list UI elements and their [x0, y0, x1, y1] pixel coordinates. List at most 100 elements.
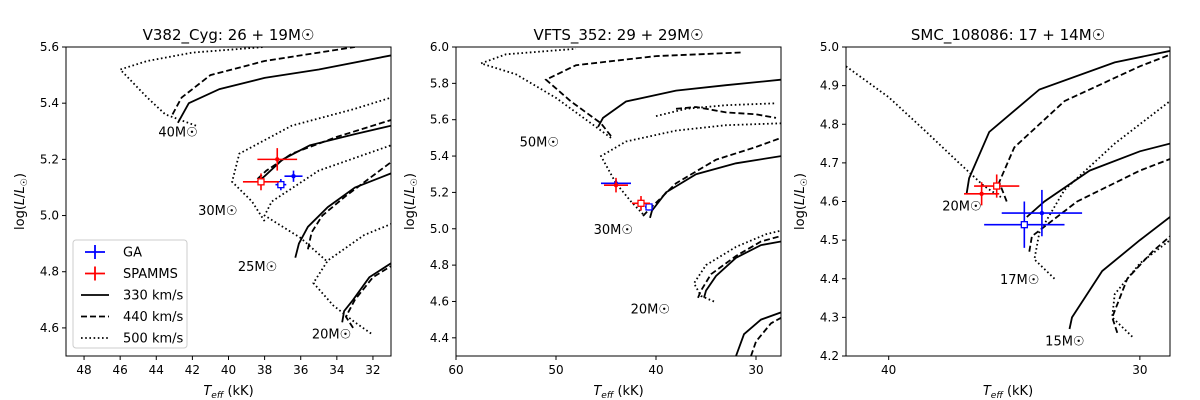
subplot-2: VFTS_352: 29 + 29M☉ 50M☉ 30M☉ 20M☉ 60 50 40 30 4…	[403, 26, 782, 400]
track-dotted-2	[478, 47, 612, 139]
data-point-spamms	[604, 177, 628, 193]
mass-label: 20M☉	[942, 199, 981, 214]
data-point-spamms	[632, 196, 650, 211]
x-tick-label: 44	[149, 363, 164, 377]
y-tick-label: 5.8	[430, 76, 449, 90]
track-dashed-12	[750, 317, 781, 356]
track-dashed-4	[1028, 158, 1170, 252]
subplot-1: V382_Cyg: 26 + 19M☉ 40M☉ 30M☉ 25M☉ 20M☉ 48 46 4…	[13, 26, 392, 400]
track-dotted-4	[655, 102, 777, 117]
track-solid-8	[703, 240, 781, 299]
x-axis-label: Teff (kK)	[593, 384, 643, 400]
y-tick-label: 5.4	[40, 96, 59, 110]
data-point-ga	[275, 179, 287, 191]
axes-frame	[845, 46, 1171, 357]
track-solid-5	[649, 155, 781, 219]
x-tick-label: 40	[221, 363, 236, 377]
tracks	[118, 47, 391, 335]
track-dotted-2	[846, 65, 1003, 199]
track-dotted-10	[692, 229, 781, 303]
track-solid-0	[965, 50, 1170, 194]
mass-label: 50M☉	[520, 136, 559, 151]
data-point-ga	[1001, 189, 1083, 237]
track-dashed-1	[544, 51, 742, 137]
subplot-title: VFTS_352: 29 + 29M☉	[534, 26, 704, 45]
track-dotted-5	[231, 96, 391, 222]
y-axis-label: log(L/L☉)	[793, 173, 810, 230]
data-point-spamms	[974, 174, 1020, 198]
legend-entry-330-km-s: 330 km/s	[81, 289, 184, 304]
tracks	[846, 50, 1170, 338]
x-tick-label: 40	[648, 363, 663, 377]
track-dashed-6	[642, 137, 781, 217]
y-tick-label: 4.5	[820, 233, 839, 247]
track-dotted-11	[312, 223, 391, 335]
y-tick-label: 4.2	[820, 349, 839, 363]
x-tick-label: 50	[548, 363, 563, 377]
y-tick-label: 4.3	[820, 310, 839, 324]
y-tick-label: 4.8	[820, 117, 839, 131]
data-point-spamms	[257, 148, 298, 171]
track-dotted-7	[599, 122, 781, 215]
track-dotted-8	[263, 144, 391, 262]
y-tick-label: 4.4	[820, 272, 839, 286]
data-point-ga	[984, 201, 1065, 248]
y-tick-label: 4.7	[820, 156, 839, 170]
legend-entry-500-km-s: 500 km/s	[81, 332, 184, 347]
data-point-ga	[645, 203, 653, 211]
subplot-title: SMC_108086: 17 + 14M☉	[911, 26, 1105, 45]
legend-label: 330 km/s	[123, 289, 184, 304]
y-tick-label: 6.0	[430, 40, 449, 54]
mass-label: 15M☉	[1045, 335, 1084, 350]
track-dashed-4	[256, 119, 391, 180]
x-tick-label: 32	[365, 363, 380, 377]
axes-frame	[455, 46, 782, 357]
y-tick-label: 5.6	[40, 40, 59, 54]
y-tick-label: 4.6	[40, 321, 59, 335]
subplot-title: V382_Cyg: 26 + 19M☉	[143, 26, 315, 45]
y-tick-label: 4.8	[40, 265, 59, 279]
y-tick-label: 5.0	[430, 222, 449, 236]
x-tick-label: 30	[748, 363, 763, 377]
y-tick-label: 5.2	[430, 185, 449, 199]
y-tick-label: 4.4	[430, 331, 449, 345]
y-tick-label: 4.8	[430, 258, 449, 272]
mass-label: 30M☉	[198, 204, 237, 219]
legend-entry-ga: GA	[85, 245, 142, 261]
x-axis-label: Teff (kK)	[203, 384, 253, 400]
track-dashed-7	[1111, 235, 1170, 334]
y-tick-label: 5.6	[430, 113, 449, 127]
track-dotted-8	[1111, 239, 1170, 338]
mass-label: 20M☉	[312, 328, 351, 343]
x-tick-label: 40	[881, 363, 896, 377]
legend-label: 500 km/s	[123, 332, 184, 347]
x-tick-label: 34	[329, 363, 344, 377]
legend-label: GA	[123, 246, 142, 261]
track-dashed-1	[171, 47, 356, 115]
y-tick-label: 5.2	[40, 152, 59, 166]
legend-entry-440-km-s: 440 km/s	[81, 310, 184, 325]
x-tick-label: 38	[257, 363, 272, 377]
y-tick-label: 4.6	[820, 195, 839, 209]
track-solid-6	[1068, 216, 1170, 330]
y-tick-label: 4.6	[430, 294, 449, 308]
mass-label: 30M☉	[594, 223, 633, 238]
subplot-3: SMC_108086: 17 + 14M☉ 20M☉ 17M☉ 15M☉ 40 30 4.2…	[793, 26, 1171, 400]
legend: GA SPAMMS 330 km/s 440 km/s 500 km/s	[72, 239, 188, 349]
x-tick-label: 42	[185, 363, 200, 377]
x-axis-label: Teff (kK)	[983, 384, 1033, 400]
track-solid-9	[341, 262, 391, 323]
track-dotted-2	[118, 47, 265, 127]
y-axis-label: log(L/L☉)	[13, 173, 30, 230]
data-point-ga	[284, 170, 303, 182]
y-axis-label: log(L/L☉)	[403, 173, 420, 230]
track-dashed-7	[307, 161, 391, 250]
y-tick-label: 5.0	[820, 40, 839, 54]
mass-label: 20M☉	[631, 303, 670, 318]
mass-label: 17M☉	[1000, 273, 1039, 288]
legend-entry-spamms: SPAMMS	[85, 266, 178, 282]
track-solid-0	[177, 54, 391, 124]
tracks	[478, 47, 781, 356]
x-tick-label: 30	[1132, 363, 1147, 377]
